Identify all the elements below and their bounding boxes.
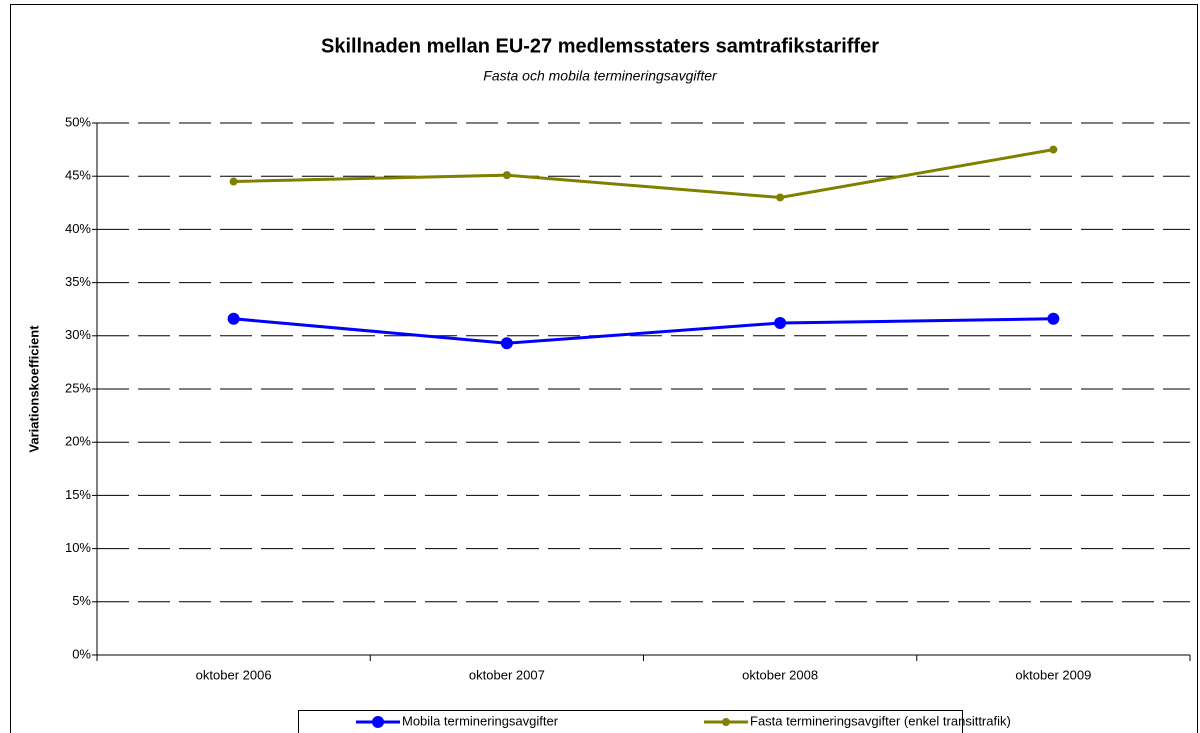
y-tick-label: 30% <box>65 327 91 342</box>
legend <box>298 710 963 733</box>
x-tick-label: oktober 2006 <box>196 667 272 682</box>
series-marker <box>229 177 238 186</box>
chart-title: Skillnaden mellan EU-27 medlemsstaters s… <box>321 35 879 57</box>
legend-label: Mobila termineringsavgifter <box>402 713 559 728</box>
series-marker <box>1049 145 1058 154</box>
series-marker <box>1047 312 1060 325</box>
y-tick-label: 25% <box>65 380 91 395</box>
series-marker <box>500 337 513 350</box>
legend-marker <box>372 716 384 728</box>
chart-border <box>10 4 1198 733</box>
y-tick-label: 20% <box>65 434 91 449</box>
series-marker <box>774 317 787 330</box>
y-axis-label: Variationskoefficient <box>26 325 41 453</box>
series-line <box>233 317 1054 345</box>
y-tick-label: 40% <box>65 221 91 236</box>
y-tick-label: 35% <box>65 274 91 289</box>
y-tick-label: 0% <box>72 646 91 661</box>
y-tick-label: 10% <box>65 540 91 555</box>
y-tick-label: 45% <box>65 168 91 183</box>
x-tick-label: oktober 2008 <box>742 667 818 682</box>
series-marker <box>502 171 511 180</box>
series-marker <box>776 193 785 202</box>
series-line <box>233 148 1054 199</box>
legend-label: Fasta termineringsavgifter (enkel transi… <box>750 713 1011 728</box>
series-marker <box>227 312 240 325</box>
legend-marker <box>722 718 730 726</box>
chart-subtitle: Fasta och mobila termineringsavgifter <box>483 68 718 84</box>
y-tick-label: 15% <box>65 487 91 502</box>
y-tick-label: 5% <box>72 593 91 608</box>
y-tick-label: 50% <box>65 114 91 129</box>
x-tick-label: oktober 2009 <box>1015 667 1091 682</box>
x-tick-label: oktober 2007 <box>469 667 545 682</box>
